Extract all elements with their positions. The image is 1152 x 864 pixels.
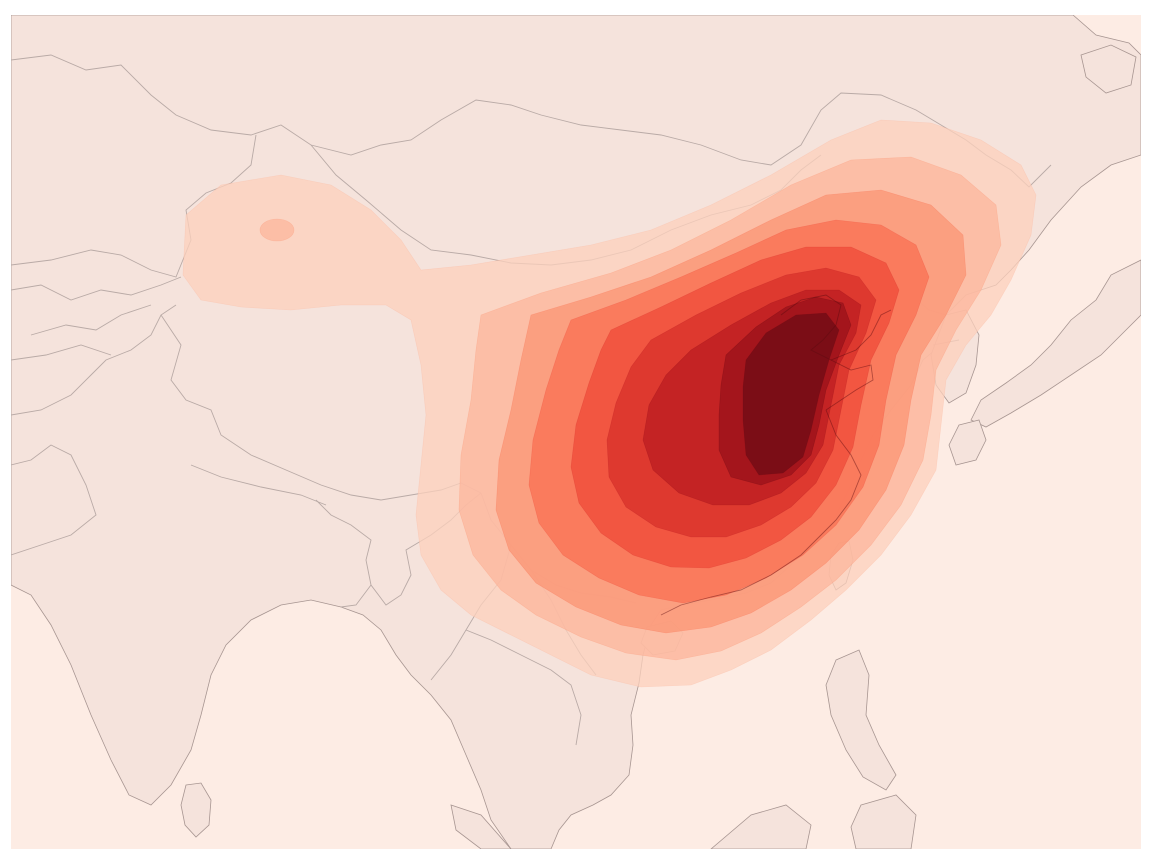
luzon	[825, 649, 897, 791]
sumatra-tip	[450, 804, 512, 849]
japan-kyushu	[948, 419, 987, 466]
east-china-coast-overlay	[660, 409, 862, 616]
bohai-coast-overlay	[780, 294, 892, 361]
borneo-north	[710, 804, 812, 849]
map-canvas	[11, 15, 1141, 849]
central-asia-borders	[11, 276, 182, 361]
density-level-2-hotspot	[259, 218, 295, 242]
shandong-coast-overlay	[825, 359, 874, 411]
sri-lanka	[180, 782, 212, 838]
japan-honshu	[970, 259, 1141, 428]
density-heatmap	[182, 119, 1037, 688]
kazakhstan-border	[11, 134, 257, 278]
russia-border	[11, 54, 1052, 188]
hokkaido	[1080, 44, 1137, 94]
coastline-overlay	[660, 294, 892, 616]
density-peak	[742, 312, 840, 476]
india-nepal-border	[190, 464, 327, 506]
mindanao	[850, 794, 917, 849]
afghanistan-pakistan-border	[11, 304, 177, 556]
